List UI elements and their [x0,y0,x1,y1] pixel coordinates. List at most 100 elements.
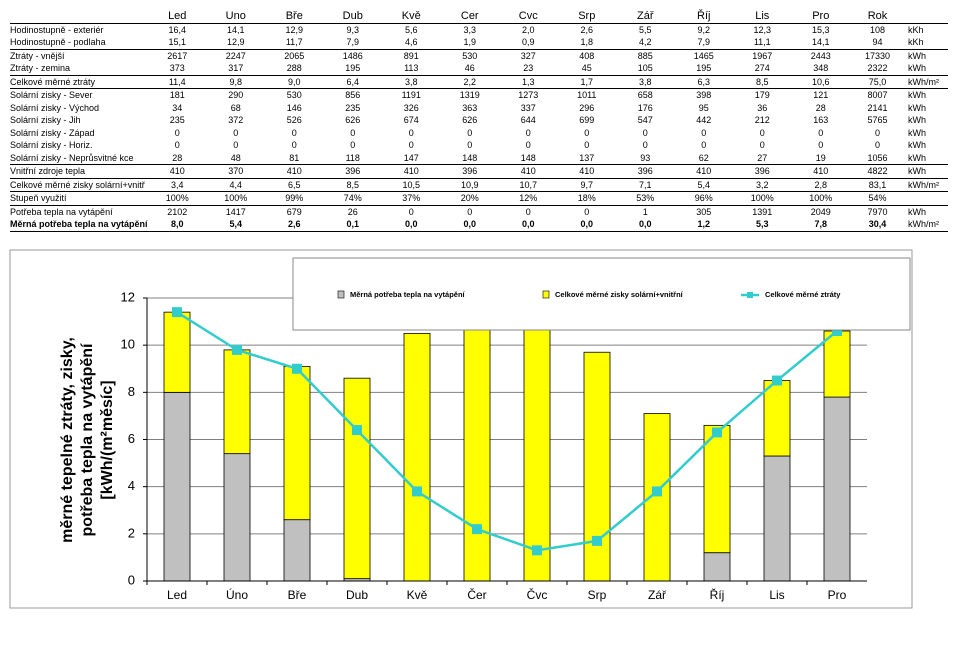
header-cell: Cvc [499,10,558,24]
cell: 53% [616,191,675,206]
unit-cell: kWh/m² [905,75,948,89]
y-tick-label: 12 [121,289,135,304]
bar-segment [403,332,431,582]
unit-cell: kWh [908,115,926,126]
cell: 7,9 [674,36,733,50]
cell: 2617 [167,50,188,61]
cell: 2,0 [521,24,535,35]
cell: 163 [813,115,829,126]
cell: 530 [286,90,302,101]
cell: 11,1 [733,36,792,50]
cell: 118 [323,151,382,165]
cell: 11,4 [148,75,207,89]
cell: 410 [265,164,324,179]
header-cell: Dub [323,10,382,24]
x-tick-label: Srp [588,588,607,602]
cell: 398 [696,90,712,101]
row-label: Solární zisky - Jih [10,115,81,126]
bar-segment [283,519,311,582]
cell: 212 [754,115,770,126]
total-cell: 0 [874,140,880,151]
cell: 0,1 [323,218,382,232]
data-table: Led Uno Bře Dub Kvě Cer Cvc Srp Zář Říj Lis Pro Rok H… [10,10,948,232]
cell: 7,1 [616,178,675,192]
cell: 1391 [752,206,773,217]
total-cell: 1056 [850,151,905,165]
cell: 3,2 [733,178,792,192]
cell: 0 [818,127,824,138]
cell: 0 [174,127,180,138]
cell: 296 [579,102,595,113]
cell: 10,7 [499,178,558,192]
cell: 0 [233,127,239,138]
cell: 34 [172,102,183,113]
bar-segment [823,330,851,398]
cell: 526 [286,115,302,126]
cell: 679 [286,206,302,217]
unit-cell: kWh/m² [905,218,948,232]
cell: 105 [616,62,675,76]
cell: 28 [148,151,207,165]
row-label: Ztráty - vnější [10,50,65,61]
total-cell: 5765 [867,115,888,126]
row-label: Ztráty - zemina [10,62,148,76]
cell: 674 [403,115,419,126]
legend-marker [747,292,753,298]
cell: 5,4 [206,218,265,232]
cell: 3,3 [463,24,476,35]
cell: 4,4 [206,178,265,192]
cell: 15,3 [811,24,830,35]
cell: 6,3 [674,75,733,89]
cell: 2102 [167,206,188,217]
cell: 0 [759,140,765,151]
cell: 181 [169,90,185,101]
cell: 176 [637,102,653,113]
cell: 9,0 [265,75,324,89]
cell: 14,1 [226,24,245,35]
unit-cell: kWh [908,50,926,61]
cell: 337 [520,102,536,113]
cell: 26 [347,206,358,217]
cell: 290 [228,90,244,101]
y-tick-label: 10 [121,337,135,352]
line-marker [712,427,722,438]
cell: 36 [757,102,768,113]
bar-segment [223,349,251,455]
row-label: Celkové měrné zisky solární+vnitř [10,178,148,192]
bar-segment [163,391,191,582]
cell: 626 [345,115,361,126]
cell: 27 [733,151,792,165]
cell: 0 [584,140,590,151]
cell: 12,3 [753,24,772,35]
cell: 856 [345,90,361,101]
cell: 7,9 [323,36,382,50]
bar-segment [343,377,371,580]
total-cell: 94 [850,36,905,50]
cell: 0 [467,140,473,151]
cell: 2,2 [440,75,499,89]
bar-segment [283,365,311,521]
cell: 547 [637,115,653,126]
cell: 0 [408,206,414,217]
cell: 0 [642,127,648,138]
cell: 0 [291,127,297,138]
cell: 8,0 [148,218,207,232]
bar-segment [463,323,491,582]
cell: 2065 [284,50,305,61]
cell: 10,6 [791,75,850,89]
legend-box [292,257,911,331]
bar-segment [763,455,791,582]
header-cell: Uno [206,10,265,24]
cell: 410 [791,164,850,179]
x-tick-label: Dub [346,588,368,602]
cell: 2,8 [791,178,850,192]
cell: 0 [642,140,648,151]
line-marker [172,307,182,318]
cell: 0 [350,127,356,138]
cell: 235 [169,115,185,126]
cell: 0 [408,140,414,151]
unit-cell: kKh [908,24,924,35]
cell: 327 [520,50,536,61]
cell: 96% [674,191,733,206]
cell: 2049 [810,206,831,217]
